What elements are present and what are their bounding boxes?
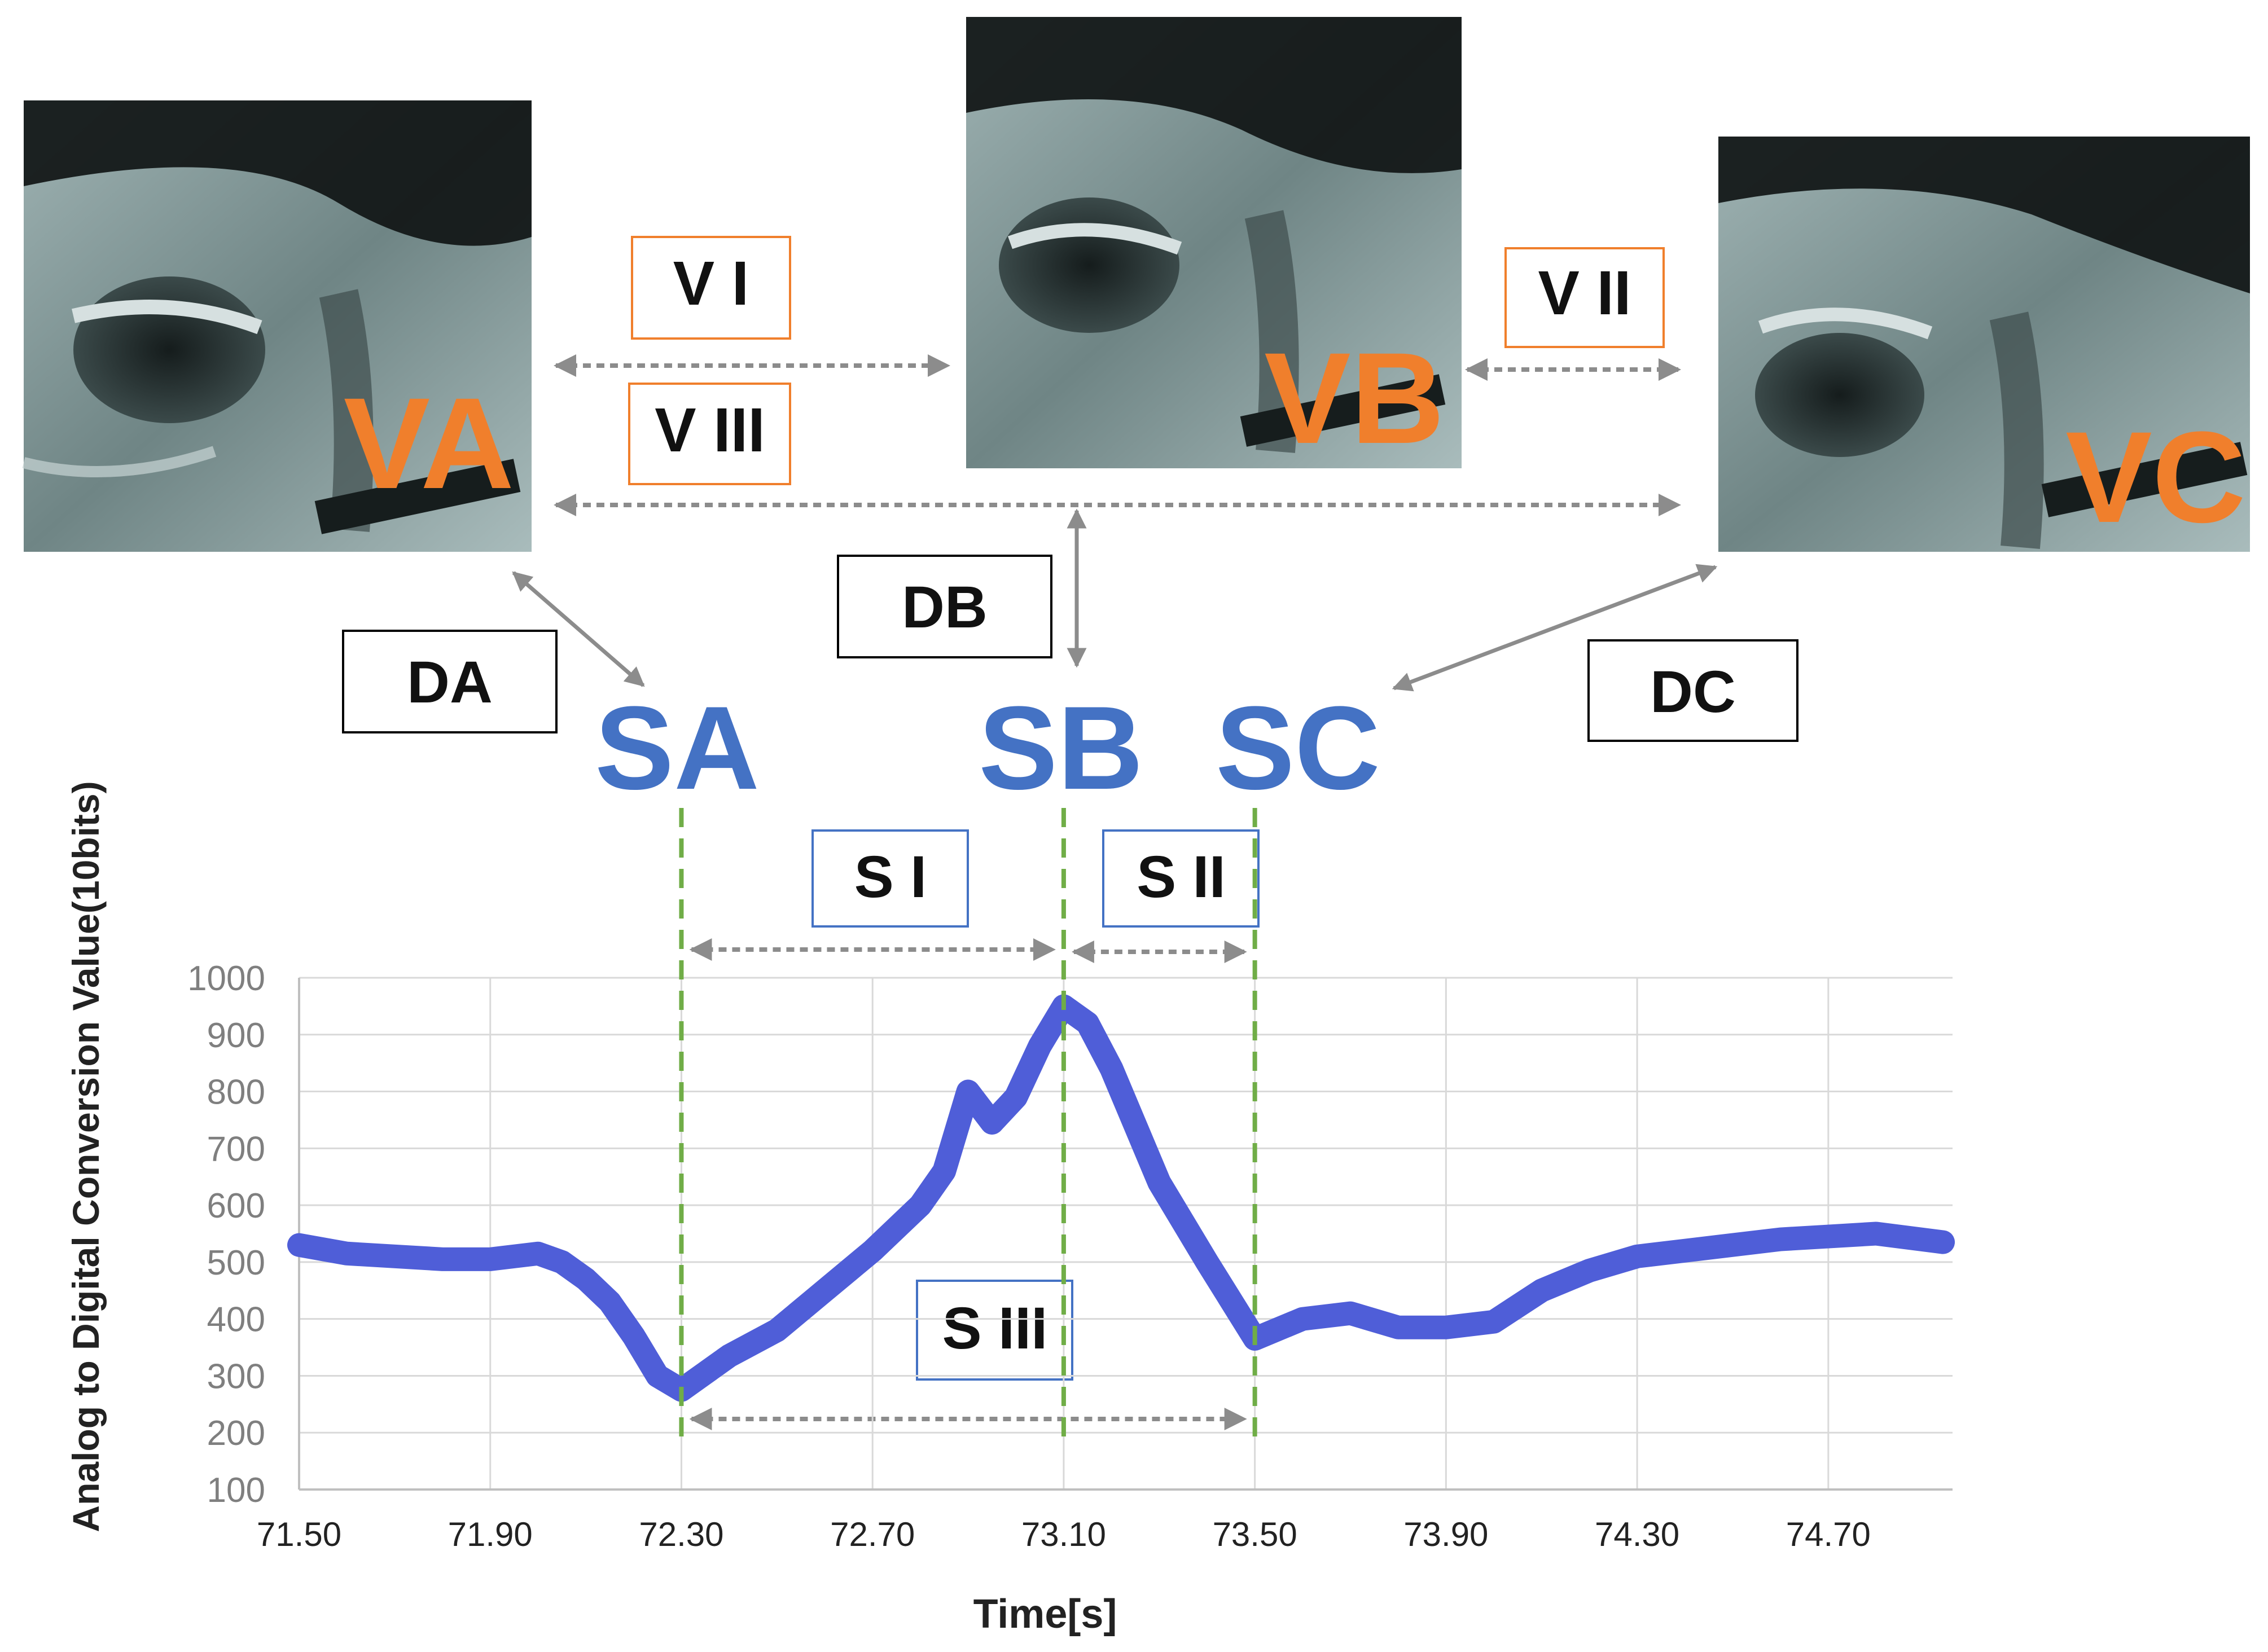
x-tick-label: 72.30 xyxy=(639,1515,723,1553)
x-tick-label: 73.10 xyxy=(1021,1515,1106,1553)
y-axis-label: Analog to Digital Conversion Value(10bit… xyxy=(65,781,107,1532)
da-arrow xyxy=(512,571,645,687)
x-tick-labels: 71.50 71.90 72.30 72.70 73.10 73.50 73.90 74.30… xyxy=(257,1515,1871,1553)
y-tick-label: 700 xyxy=(207,1130,265,1168)
y-tick-label: 500 xyxy=(207,1244,265,1282)
delays: DA DB DC xyxy=(342,508,1798,742)
y-tick-label: 600 xyxy=(207,1187,265,1225)
y-tick-label: 100 xyxy=(207,1471,265,1510)
x-tick-label: 73.90 xyxy=(1403,1515,1488,1553)
s1-label: S I xyxy=(854,844,927,910)
y-tick-label: 400 xyxy=(207,1300,265,1339)
x-tick-label: 74.70 xyxy=(1786,1515,1871,1553)
x-tick-label: 71.90 xyxy=(448,1515,533,1553)
s3-box xyxy=(916,1280,1073,1381)
image-vc: VC xyxy=(1718,137,2250,552)
dc-label: DC xyxy=(1650,659,1736,725)
s2-label: S II xyxy=(1137,844,1226,910)
y-tick-label: 200 xyxy=(207,1414,265,1453)
x-tick-label: 74.30 xyxy=(1595,1515,1679,1553)
v2-label: V II xyxy=(1538,258,1631,328)
signal-series xyxy=(287,994,1955,1402)
signal-line xyxy=(287,994,1955,1402)
y-tick-labels: 1000 900 800 700 600 500 400 300 200 100 xyxy=(187,959,265,1510)
x-tick-label: 73.50 xyxy=(1213,1515,1297,1553)
image-va: VA xyxy=(22,100,532,552)
sensor-intervals: S I S II S III xyxy=(689,829,1260,1430)
sa-label: SA xyxy=(595,682,760,814)
x-axis-label: Time[s] xyxy=(973,1592,1117,1637)
v1-label: V I xyxy=(673,249,749,318)
marker-lines xyxy=(679,808,1257,1442)
image-va-label: VA xyxy=(344,371,514,516)
v1-box xyxy=(631,236,791,340)
s2-box xyxy=(1102,829,1260,928)
image-vc-label: VC xyxy=(2065,405,2246,550)
x-tick-label: 71.50 xyxy=(257,1515,341,1553)
db-label: DB xyxy=(902,574,988,640)
s3-label: S III xyxy=(942,1295,1048,1361)
v3-box xyxy=(628,383,791,485)
y-tick-label: 1000 xyxy=(187,959,265,998)
s1-box xyxy=(811,829,969,928)
sensor-points: SA SB SC xyxy=(595,682,1380,814)
image-vb-label: VB xyxy=(1264,326,1445,471)
y-tick-label: 900 xyxy=(207,1016,265,1055)
sb-label: SB xyxy=(979,682,1143,814)
x-tick-label: 72.70 xyxy=(830,1515,915,1553)
y-tick-label: 300 xyxy=(207,1357,265,1396)
video-intervals: V I V II V III xyxy=(554,236,1681,516)
da-label: DA xyxy=(407,649,493,715)
y-tick-label: 800 xyxy=(207,1073,265,1112)
v2-box xyxy=(1504,247,1665,348)
db-box xyxy=(837,555,1052,658)
dc-arrow xyxy=(1392,564,1718,692)
image-vb: VB xyxy=(966,17,1462,471)
v3-label: V III xyxy=(655,396,765,465)
sc-label: SC xyxy=(1216,682,1380,814)
chart-grid xyxy=(298,977,1953,1491)
